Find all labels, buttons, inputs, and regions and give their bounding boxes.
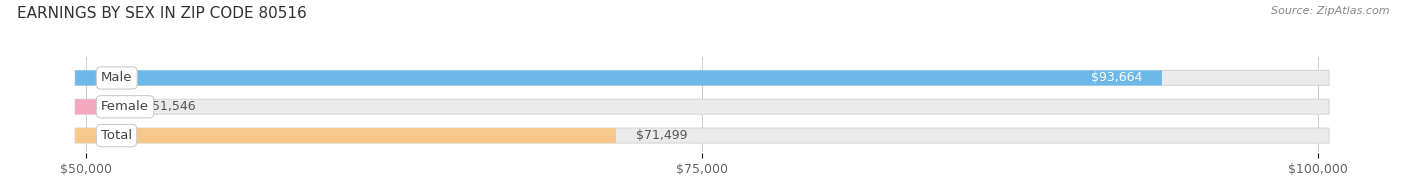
FancyBboxPatch shape bbox=[75, 70, 1329, 85]
FancyBboxPatch shape bbox=[75, 128, 616, 143]
Text: $71,499: $71,499 bbox=[636, 129, 688, 142]
Text: EARNINGS BY SEX IN ZIP CODE 80516: EARNINGS BY SEX IN ZIP CODE 80516 bbox=[17, 6, 307, 21]
Text: $93,664: $93,664 bbox=[1091, 71, 1142, 84]
FancyBboxPatch shape bbox=[75, 70, 1161, 85]
Text: $51,546: $51,546 bbox=[143, 100, 195, 113]
FancyBboxPatch shape bbox=[75, 128, 1329, 143]
FancyBboxPatch shape bbox=[75, 99, 1329, 114]
Text: Male: Male bbox=[101, 71, 132, 84]
Text: Total: Total bbox=[101, 129, 132, 142]
Text: Source: ZipAtlas.com: Source: ZipAtlas.com bbox=[1271, 6, 1389, 16]
FancyBboxPatch shape bbox=[75, 99, 124, 114]
Text: Female: Female bbox=[101, 100, 149, 113]
